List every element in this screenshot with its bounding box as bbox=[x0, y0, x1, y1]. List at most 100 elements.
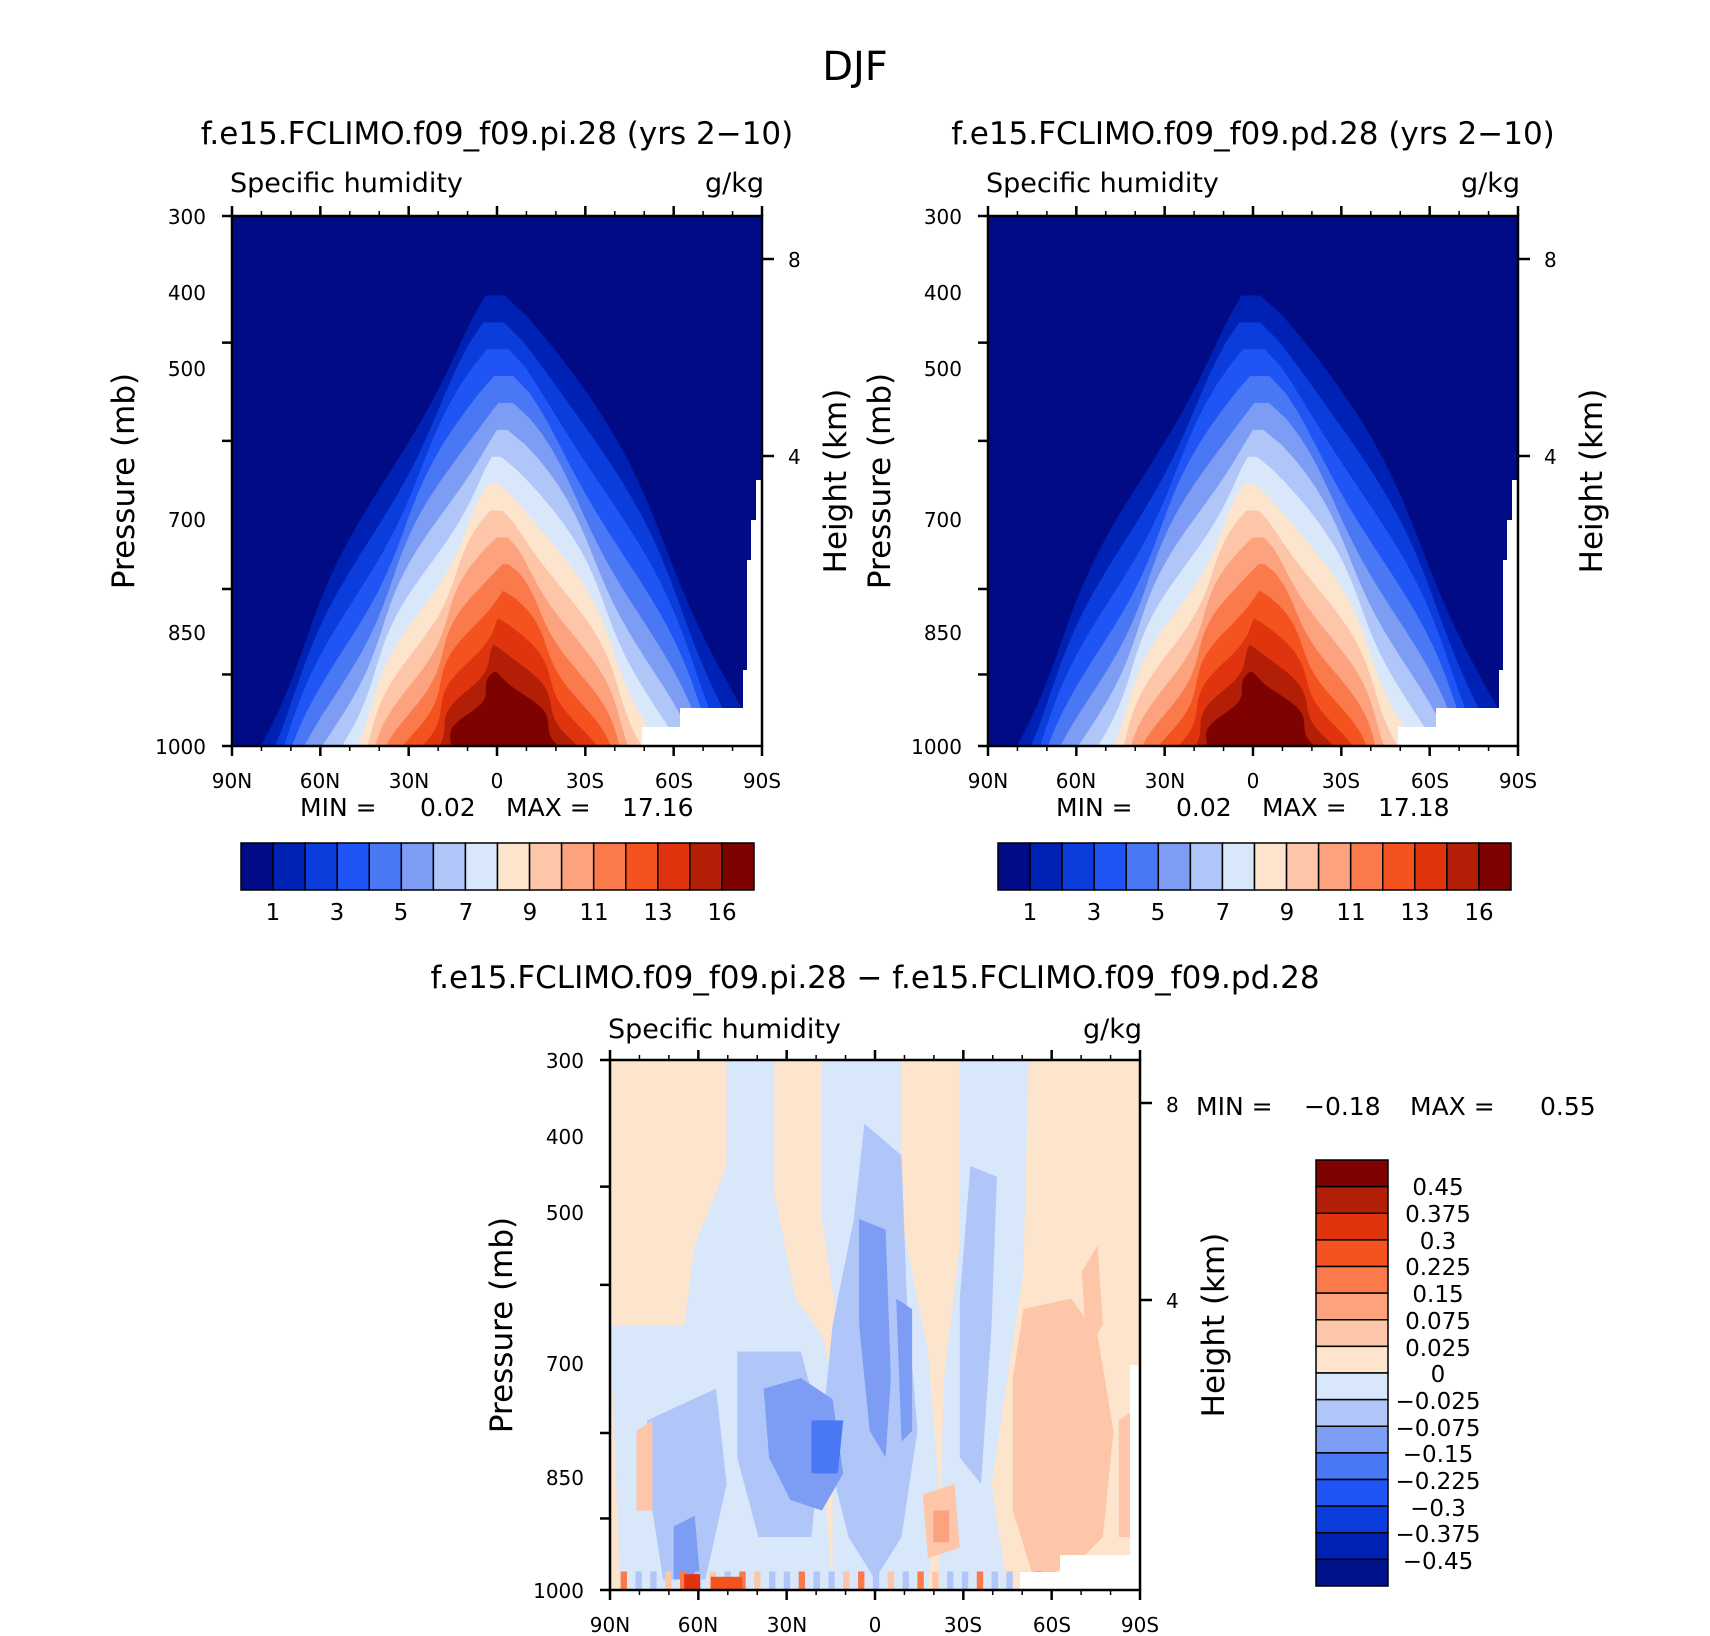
contour-band bbox=[673, 1515, 701, 1580]
colorbar-labels: 1 3 5 7 9 11 13 16 bbox=[1023, 900, 1494, 926]
colorbar-swatch bbox=[1382, 842, 1416, 891]
panel-pi: f.e15.FCLIMO.f09_f09.pi.28 (yrs 2−10) Sp… bbox=[106, 116, 854, 926]
x-tick-label: 60S bbox=[655, 769, 693, 793]
colorbar-swatch bbox=[496, 842, 531, 891]
contour-band bbox=[1012, 1298, 1114, 1580]
contour-band bbox=[1081, 1245, 1103, 1352]
surface-band bbox=[620, 1571, 627, 1590]
colorbar-swatch bbox=[1315, 1292, 1389, 1321]
colorbar-label: 0.375 bbox=[1405, 1202, 1471, 1228]
stats-line: MIN = −0.18 MAX = 0.55 bbox=[1196, 1092, 1596, 1121]
y-axis-label: Pressure (mb) bbox=[484, 1217, 520, 1433]
y-tick-label: 850 bbox=[546, 1466, 584, 1490]
colorbar-swatch bbox=[1315, 1185, 1389, 1214]
y-tick-label: 400 bbox=[168, 281, 206, 305]
colorbar-swatch bbox=[560, 842, 595, 891]
x-tick-label: 90S bbox=[1121, 1613, 1159, 1636]
colorbar-swatch bbox=[592, 842, 627, 891]
colorbar-swatch bbox=[1315, 1345, 1389, 1374]
max-label: MAX = bbox=[1262, 793, 1347, 822]
y-tick-label: 500 bbox=[924, 357, 962, 381]
x-tick-label: 90N bbox=[968, 769, 1008, 793]
y-tick-label: 1000 bbox=[155, 735, 206, 759]
units-label: g/kg bbox=[1083, 1014, 1142, 1045]
colorbar-label: −0.3 bbox=[1410, 1496, 1466, 1522]
height-tick-label: 8 bbox=[788, 248, 801, 272]
surface-band bbox=[872, 1571, 880, 1590]
x-tick-label: 30S bbox=[1322, 769, 1360, 793]
height-tick-label: 4 bbox=[1544, 445, 1557, 469]
colorbar-label: 3 bbox=[1087, 900, 1102, 926]
contour-field bbox=[261, 295, 762, 746]
min-value: −0.18 bbox=[1304, 1092, 1381, 1121]
colorbar-swatch bbox=[1189, 842, 1224, 891]
colorbar-label: −0.45 bbox=[1403, 1549, 1473, 1575]
y-tick-label: 850 bbox=[168, 621, 206, 645]
colorbar bbox=[997, 842, 1512, 891]
colorbar-swatch bbox=[689, 842, 723, 891]
x-tick-label: 90N bbox=[590, 1613, 630, 1636]
colorbar-swatch bbox=[336, 842, 370, 891]
contour-field bbox=[1017, 295, 1518, 746]
stats-line: MIN = 0.02 MAX = 17.18 bbox=[1056, 793, 1450, 822]
panel-title: f.e15.FCLIMO.f09_f09.pd.28 (yrs 2−10) bbox=[951, 116, 1555, 152]
colorbar-labels: 1 3 5 7 9 11 13 16 bbox=[266, 900, 737, 926]
max-label: MAX = bbox=[1410, 1092, 1495, 1121]
contour-band bbox=[763, 1378, 844, 1511]
colorbar-label: 0.3 bbox=[1420, 1229, 1457, 1255]
stats-line: MIN = 0.02 MAX = 17.16 bbox=[300, 793, 694, 822]
x-tick-label: 0 bbox=[869, 1613, 882, 1636]
right-axis-label: Height (km) bbox=[1196, 1233, 1232, 1418]
colorbar-label: 11 bbox=[1336, 900, 1365, 926]
x-tick-label: 0 bbox=[1247, 769, 1260, 793]
colorbar-swatch bbox=[464, 842, 499, 891]
colorbar-swatch bbox=[657, 842, 691, 891]
colorbar-swatch bbox=[528, 842, 563, 891]
max-value: 17.18 bbox=[1378, 793, 1450, 822]
contour-field bbox=[610, 1060, 1135, 1590]
surface-band bbox=[635, 1571, 642, 1590]
surface-band bbox=[769, 1571, 776, 1590]
x-tick-label: 0 bbox=[491, 769, 504, 793]
min-value: 0.02 bbox=[420, 793, 476, 822]
surface-band bbox=[976, 1571, 984, 1590]
right-axis-tick-labels: 8 4 bbox=[1544, 248, 1557, 469]
colorbar-label: 0.15 bbox=[1412, 1282, 1463, 1308]
colorbar-label: 1 bbox=[1023, 900, 1038, 926]
variable-label: Specific humidity bbox=[230, 168, 463, 199]
x-tick-label: 30N bbox=[1145, 769, 1185, 793]
x-tick-label: 90S bbox=[743, 769, 781, 793]
x-tick-label: 90N bbox=[212, 769, 252, 793]
y-axis-label: Pressure (mb) bbox=[106, 373, 142, 589]
colorbar bbox=[1315, 1159, 1389, 1587]
colorbar-swatch bbox=[1221, 842, 1256, 891]
contour-band bbox=[859, 1219, 891, 1458]
x-tick-label: 90S bbox=[1499, 769, 1537, 793]
missing-data-region bbox=[1398, 480, 1518, 746]
height-tick-label: 4 bbox=[788, 445, 801, 469]
right-axis-label: Height (km) bbox=[818, 389, 854, 574]
max-value: 17.16 bbox=[622, 793, 694, 822]
colorbar-swatch bbox=[1315, 1239, 1389, 1268]
colorbar-swatch bbox=[1317, 842, 1352, 891]
colorbar-swatch bbox=[1157, 842, 1192, 891]
colorbar-swatch bbox=[1315, 1398, 1389, 1427]
colorbar-swatch bbox=[997, 842, 1031, 891]
y-tick-label: 500 bbox=[546, 1201, 584, 1225]
colorbar-swatch bbox=[721, 842, 755, 891]
colorbar-swatch bbox=[240, 842, 274, 891]
surface-band bbox=[887, 1571, 895, 1590]
colorbar-swatch bbox=[1093, 842, 1127, 891]
surface-band bbox=[917, 1571, 924, 1590]
colorbar-label: 9 bbox=[1280, 900, 1295, 926]
colorbar-swatch bbox=[1029, 842, 1063, 891]
colorbar-label: 13 bbox=[1400, 900, 1429, 926]
surface-band bbox=[828, 1571, 835, 1590]
min-value: 0.02 bbox=[1176, 793, 1232, 822]
surface-band bbox=[665, 1571, 672, 1590]
x-tick-label: 30S bbox=[944, 1613, 982, 1636]
surface-band bbox=[813, 1571, 820, 1590]
y-tick-label: 850 bbox=[924, 621, 962, 645]
colorbar-label: 0.45 bbox=[1412, 1175, 1463, 1201]
colorbar-swatch bbox=[1253, 842, 1288, 891]
